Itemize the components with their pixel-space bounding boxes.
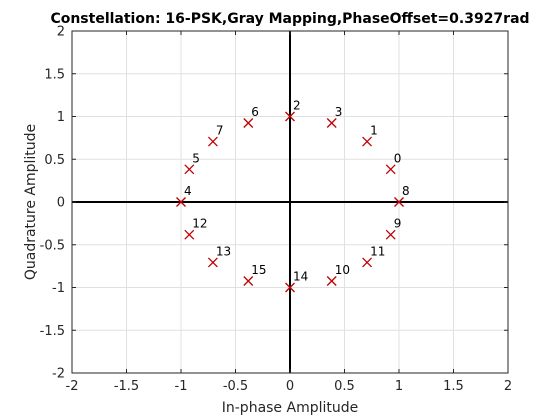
y-tick-label: 0 — [57, 196, 65, 211]
point-label: 5 — [192, 151, 200, 165]
x-tick-label: 1 — [395, 379, 403, 394]
constellation-point: 5 — [184, 151, 200, 175]
point-marker — [243, 118, 254, 128]
constellation-point: 6 — [243, 105, 259, 128]
point-marker — [207, 136, 218, 147]
x-tick-label: -0.5 — [223, 379, 248, 394]
y-tick-label: -2 — [52, 367, 65, 382]
x-tick-label: 2 — [504, 379, 512, 394]
point-marker — [385, 164, 396, 175]
x-tick-label: 0 — [286, 379, 294, 394]
point-marker — [326, 276, 337, 286]
x-axis-label: In-phase Amplitude — [222, 400, 359, 416]
point-marker — [394, 197, 404, 207]
constellation-point: 2 — [285, 99, 301, 122]
constellation-point: 8 — [394, 184, 410, 207]
constellation-point: 10 — [326, 263, 350, 286]
y-tick-label: 1 — [57, 110, 65, 125]
constellation-point: 0 — [385, 151, 402, 175]
constellation-point: 12 — [184, 217, 208, 240]
x-tick-label: -1.5 — [114, 379, 139, 394]
y-tick-label: 0.5 — [44, 153, 65, 168]
y-tick-label: 2 — [57, 25, 65, 40]
point-label: 12 — [192, 217, 207, 231]
point-label: 6 — [251, 105, 259, 119]
constellation-point: 4 — [176, 184, 192, 207]
point-marker — [184, 164, 195, 175]
point-marker — [207, 257, 218, 268]
point-marker — [176, 197, 186, 207]
ticks: -2 -1.5 -1 -0.5 0 0.5 1 1.5 2 -2 -1.5 -1 -0.5 0 0.5 1 1.… — [40, 25, 513, 395]
point-label: 4 — [184, 184, 192, 198]
point-marker — [243, 276, 254, 286]
y-tick-label: -0.5 — [40, 238, 65, 253]
point-label: 15 — [251, 263, 266, 277]
point-label: 10 — [335, 263, 350, 277]
constellation-point: 13 — [207, 244, 231, 268]
point-marker — [285, 282, 295, 293]
constellation-point: 14 — [285, 270, 308, 293]
constellation-point: 15 — [243, 263, 267, 286]
point-marker — [184, 229, 195, 240]
x-tick-label: 1.5 — [443, 379, 464, 394]
point-marker — [385, 229, 396, 240]
x-tick-label: 0.5 — [334, 379, 355, 394]
chart-title: Constellation: 16-PSK,Gray Mapping,Phase… — [50, 11, 529, 27]
constellation-point: 1 — [362, 124, 378, 147]
y-tick-label: 1.5 — [44, 67, 65, 82]
point-marker — [362, 136, 373, 147]
point-label: 0 — [394, 151, 402, 165]
constellation-point: 7 — [207, 124, 224, 147]
x-tick-label: -1 — [175, 379, 188, 394]
y-tick-label: -1.5 — [40, 324, 65, 339]
point-label: 14 — [293, 270, 308, 284]
point-label: 2 — [293, 99, 301, 113]
x-tick-label: -2 — [66, 379, 79, 394]
constellation-point: 9 — [385, 217, 402, 240]
point-label: 13 — [216, 244, 231, 258]
point-label: 1 — [370, 124, 378, 138]
point-label: 8 — [402, 184, 410, 198]
constellation-point: 11 — [362, 244, 385, 268]
point-label: 3 — [335, 105, 343, 119]
constellation-point: 3 — [326, 105, 343, 128]
point-label: 9 — [394, 217, 402, 231]
zero-lines — [72, 31, 508, 373]
y-tick-label: -1 — [52, 281, 65, 296]
point-marker — [362, 257, 373, 268]
point-label: 11 — [370, 244, 385, 258]
point-marker — [326, 118, 337, 128]
y-axis-label: Quadrature Amplitude — [23, 124, 39, 280]
point-marker — [285, 111, 295, 122]
point-label: 7 — [216, 124, 224, 138]
